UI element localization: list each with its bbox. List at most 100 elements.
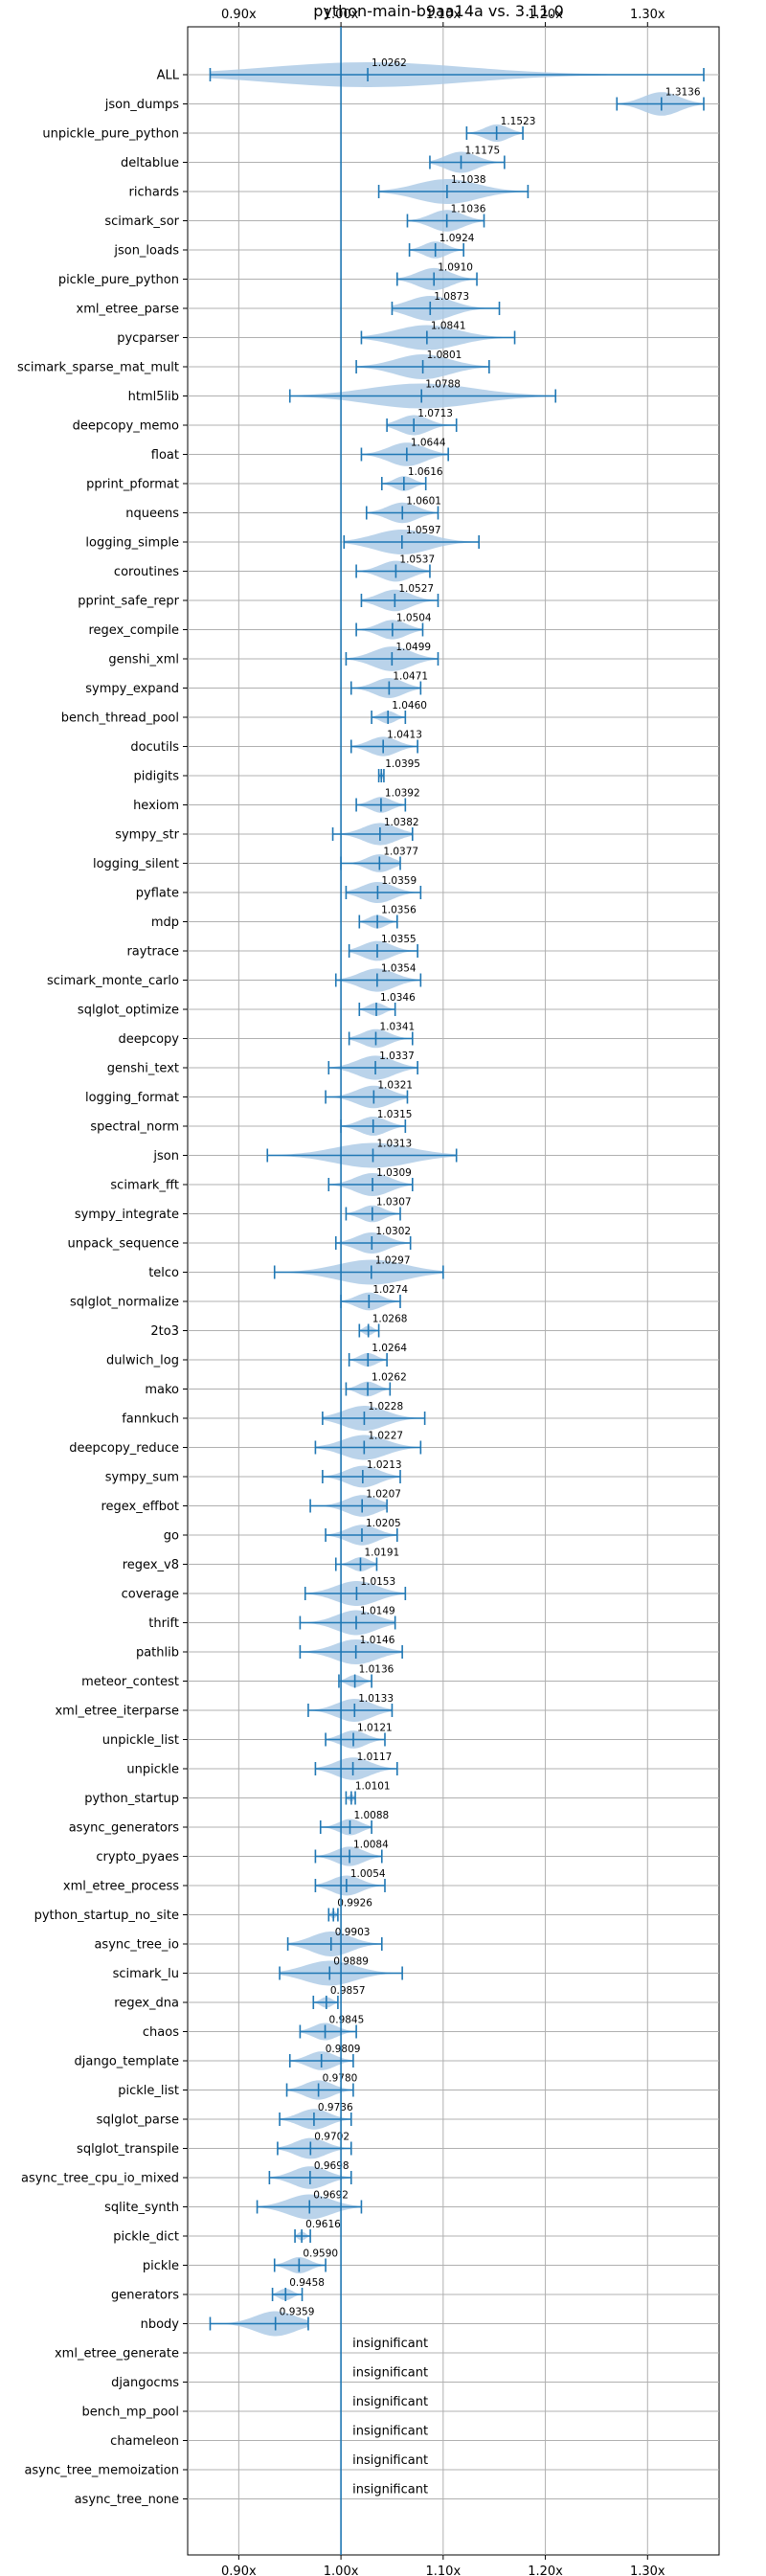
benchmark-label: pickle_list [118,2084,179,2098]
x-tick-label-bottom: 1.20x [528,2565,563,2576]
mean-value-label: 1.0413 [387,730,422,741]
benchmark-label: coverage [122,1588,179,1602]
row-labels: ALL json_dumps unpickle_pure_pythondeltabl… [17,69,180,2508]
x-tick-label-bottom: 0.90x [221,2565,257,2576]
benchmark-label: logging_silent [93,857,179,871]
benchmark-label: pickle_dict [113,2230,179,2245]
mean-value-label: 1.0460 [392,700,427,712]
benchmark-label: bench_thread_pool [61,712,179,726]
benchmark-label: json_dumps [104,98,179,112]
mean-value-label: 1.0499 [395,642,431,653]
benchmark-label: 2to3 [150,1324,179,1339]
violin-series: 1.0262 1.3136 1.1523 1.1175 1.1038 1.1036 1.09… [209,27,705,2555]
benchmark-label: pyflate [136,887,179,901]
benchmark-label: pprint_safe_repr [78,595,179,609]
mean-value-label: 1.0213 [367,1459,402,1471]
benchmark-label: pickle_pure_python [58,273,179,287]
benchmark-label: async_tree_none [75,2493,179,2507]
mean-value-label: 1.0359 [381,875,417,887]
benchmark-label: pickle [143,2259,179,2273]
mean-value-label: 1.0191 [364,1548,399,1559]
mean-value-label: 1.0146 [360,1635,395,1646]
mean-value-label: 1.0471 [393,671,428,683]
mean-value-label: 1.0262 [372,1372,407,1384]
benchmark-label: xml_etree_iterparse [55,1705,179,1719]
benchmark-label: unpickle_list [102,1733,179,1748]
benchmark-label: meteor_contest [81,1675,179,1689]
mean-value-label: 1.0307 [376,1197,412,1209]
x-tick-label-bottom: 1.00x [324,2565,359,2576]
benchmark-label: scimark_sparse_mat_mult [17,361,179,375]
mean-value-label: 0.9809 [326,2044,361,2055]
benchmark-label: html5lib [128,390,179,404]
benchmark-label: genshi_xml [108,653,179,667]
mean-value-label: 0.9736 [318,2102,353,2113]
benchmark-label: djangocms [111,2376,179,2390]
benchmark-label: chaos [143,2025,179,2040]
benchmark-label: chameleon [110,2434,179,2449]
mean-value-label: 1.0297 [375,1255,411,1267]
mean-value-label: 1.0054 [350,1868,386,1880]
mean-value-label: 1.0382 [384,817,419,828]
mean-value-label: 1.0084 [353,1840,389,1851]
insignificant-label: insignificant [352,2366,428,2381]
mean-value-label: 0.9903 [335,1927,371,1938]
mean-value-label: 1.0537 [399,554,435,566]
benchmark-label: deepcopy_memo [73,419,179,434]
mean-value-label: 0.9616 [305,2219,341,2230]
benchmark-label: regex_dna [114,1997,179,2011]
benchmark-label: float [151,448,179,463]
benchmark-label: regex_compile [88,623,179,638]
benchmark-label: docutils [130,740,179,755]
benchmark-label: bench_mp_pool [81,2406,179,2420]
mean-value-label: 1.0841 [431,321,466,332]
mean-value-label: 1.0101 [355,1781,391,1793]
benchmark-label: logging_format [85,1091,179,1105]
benchmark-label: go [164,1529,179,1544]
mean-value-label: 1.0616 [408,466,443,478]
benchmark-label: sqlglot_normalize [70,1296,179,1310]
x-tick-label-bottom: 1.10x [426,2565,462,2576]
plot-area [187,26,720,2556]
mean-value-label: 1.0205 [366,1518,401,1529]
mean-value-label: 1.0136 [359,1664,394,1676]
benchmark-label: xml_etree_generate [55,2347,179,2361]
mean-value-label: 1.0117 [357,1751,393,1763]
x-tick-label-top: 1.30x [630,8,665,22]
benchmark-label: scimark_monte_carlo [47,974,179,988]
benchmark-label: sqlglot_parse [97,2113,179,2128]
mean-value-label: 1.0504 [396,613,432,624]
benchmark-label: sympy_expand [85,682,179,696]
insignificant-label: insignificant [352,2337,428,2351]
mean-value-label: 0.9889 [333,1956,369,1968]
mean-value-label: 0.9692 [313,2190,349,2202]
benchmark-label: unpickle [126,1763,179,1777]
mean-value-label: 1.0121 [357,1723,393,1734]
benchmark-label: deltablue [121,156,179,170]
mean-value-label: 0.9780 [323,2073,358,2085]
mean-value-label: 1.0644 [411,438,446,449]
mean-value-label: 1.0264 [372,1343,407,1354]
benchmark-label: python_startup_no_site [34,1909,179,1923]
benchmark-label: django_template [75,2055,179,2069]
mean-value-label: 0.9702 [314,2132,349,2143]
benchmark-label: xml_etree_parse [77,303,179,317]
mean-value-label: 1.3136 [665,87,701,99]
benchmark-label: fannkuch [122,1412,179,1427]
x-axis-ticks: 0.90x 0.90x 1.00x 1.00x 1.10x 1.10x 1.20x 1.20x… [183,8,665,2576]
benchmark-label: sympy_sum [105,1471,179,1485]
benchmark-label: json_loads [113,244,179,259]
mean-value-label: 0.9857 [330,1985,366,1997]
benchmark-label: hexiom [133,799,179,813]
mean-value-label: 1.0313 [377,1139,413,1150]
insignificant-label: insignificant [352,2425,428,2439]
benchmark-label: mdp [151,915,179,930]
mean-value-label: 1.1523 [501,116,536,127]
mean-value-label: 0.9359 [280,2307,315,2318]
benchmark-label: scimark_fft [110,1179,179,1193]
benchmark-label: scimark_lu [113,1967,179,1981]
benchmark-label: scimark_sor [104,215,179,229]
mean-value-label: 1.0302 [375,1226,411,1237]
benchmark-label: logging_simple [85,536,179,551]
mean-value-label: 1.0356 [381,905,417,916]
